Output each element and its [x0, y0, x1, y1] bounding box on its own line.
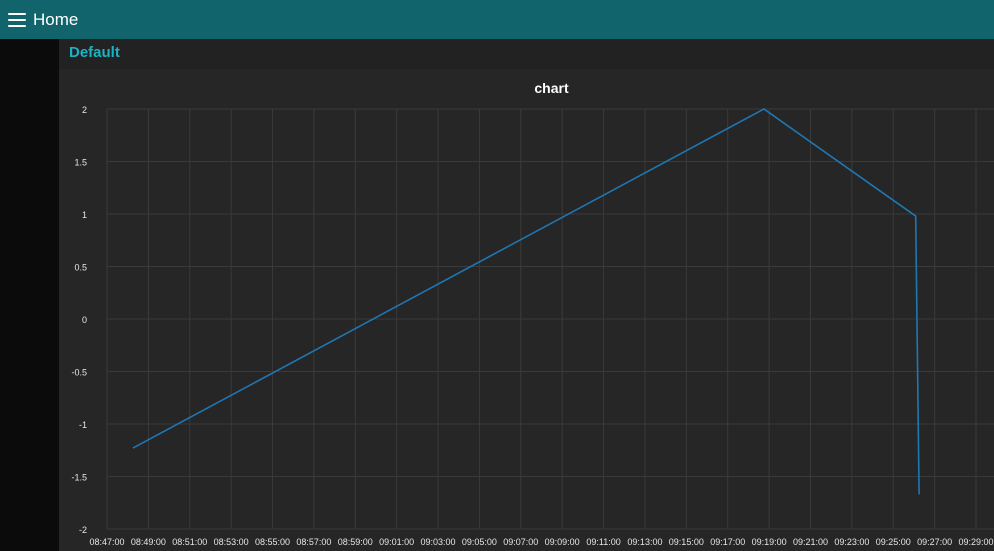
x-tick-label: 08:49:00 [131, 537, 166, 547]
top-toolbar: Home [0, 0, 994, 39]
y-tick-label: -0.5 [71, 368, 87, 378]
x-tick-label: 09:01:00 [379, 537, 414, 547]
x-tick-label: 09:13:00 [627, 537, 662, 547]
y-tick-label: 2 [82, 105, 87, 115]
chart-title: chart [534, 80, 569, 96]
line-chart: chart 08:47:00 08:49:00 08:51:00 08:53:00 08:… [71, 80, 994, 547]
x-tick-label: 09:07:00 [503, 537, 538, 547]
x-tick-label: 08:57:00 [296, 537, 331, 547]
hamburger-menu-icon[interactable] [8, 12, 26, 27]
series-line [132, 108, 920, 495]
x-tick-label: 09:27:00 [917, 537, 952, 547]
x-tick-label: 09:05:00 [462, 537, 497, 547]
x-tick-label: 09:21:00 [793, 537, 828, 547]
y-tick-label: 1 [82, 210, 87, 220]
group-title: Default [69, 44, 120, 61]
x-tick-label: 08:47:00 [89, 537, 124, 547]
x-tick-label: 09:11:00 [586, 537, 620, 547]
x-tick-label: 08:59:00 [338, 537, 373, 547]
x-tick-label: 08:51:00 [172, 537, 207, 547]
x-tick-label: 09:19:00 [752, 537, 787, 547]
main-content: Default chart 08:47:00 08:49:00 08:51:00 08:… [59, 39, 994, 551]
x-tick-label: 09:29:00 [958, 537, 993, 547]
y-tick-label: -2 [79, 525, 87, 535]
x-tick-label: 09:03:00 [421, 537, 456, 547]
page-title: Home [33, 9, 79, 29]
x-tick-label: 09:23:00 [834, 537, 869, 547]
x-tick-label: 08:55:00 [255, 537, 290, 547]
x-tick-label: 08:53:00 [214, 537, 249, 547]
x-tick-label: 09:15:00 [669, 537, 704, 547]
x-tick-label: 09:25:00 [876, 537, 911, 547]
y-tick-label: -1 [79, 420, 87, 430]
y-tick-label: 0.5 [74, 263, 87, 273]
chart-panel: chart 08:47:00 08:49:00 08:51:00 08:53:00 08:… [59, 69, 994, 551]
y-tick-label: -1.5 [71, 473, 87, 483]
sidebar [0, 39, 59, 551]
y-tick-label: 1.5 [74, 158, 87, 168]
y-tick-label: 0 [82, 315, 87, 325]
x-tick-label: 09:09:00 [545, 537, 580, 547]
x-tick-label: 09:17:00 [710, 537, 745, 547]
